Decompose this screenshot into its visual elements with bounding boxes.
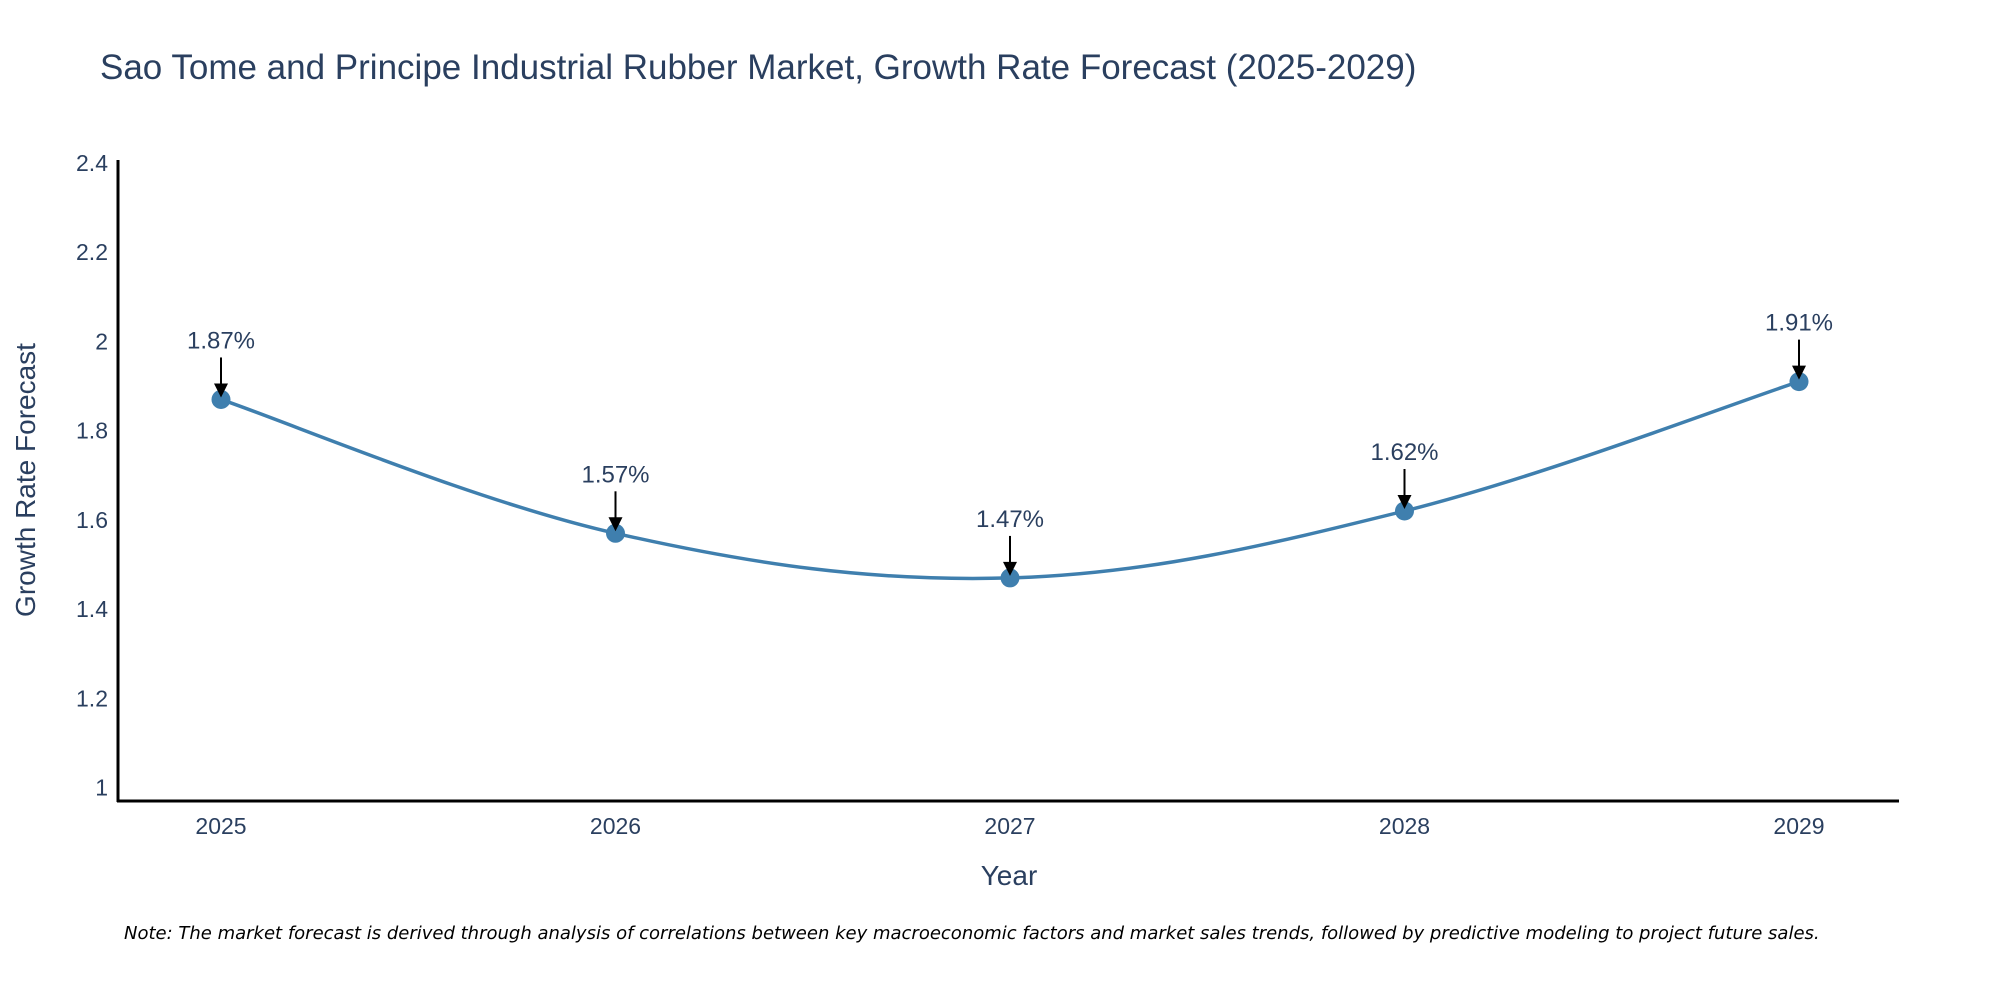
data-point [1000,568,1020,588]
data-label: 1.57% [581,461,649,488]
annotation-arrow-head [1397,495,1412,509]
annotation-arrow-head [608,517,623,532]
annotation-arrow-head [214,383,228,398]
x-axis-ticks: 2025 2026 2027 2028 2029 [195,813,1824,839]
y-tick-label: 2 [95,328,108,354]
data-annotations: 1.87% 1.57% 1.47% 1.62% 1.91% [187,310,1833,576]
x-axis-title: Year [981,860,1038,891]
data-label: 1.91% [1765,310,1833,337]
y-tick-label: 1 [95,775,108,801]
data-point [1395,501,1414,521]
x-tick-label: 2026 [590,813,641,839]
data-point [606,523,625,543]
y-tick-label: 2.4 [76,150,108,176]
annotation-arrow-head [1792,365,1806,380]
chart-title: Sao Tome and Principe Industrial Rubber … [100,48,1416,87]
data-point [1789,372,1809,392]
y-tick-label: 1.2 [76,685,108,711]
data-label: 1.47% [976,506,1044,533]
x-tick-label: 2028 [1379,813,1430,839]
data-point [211,389,231,409]
y-axis-title: Growth Rate Forecast [10,343,41,617]
y-axis-ticks: 1 1.2 1.4 1.6 1.8 2 2.2 2.4 [76,150,108,801]
annotation-arrow-head [1003,561,1017,576]
x-tick-label: 2029 [1773,813,1824,839]
data-markers [211,372,1809,588]
footnote: Note: The market forecast is derived thr… [124,923,1820,944]
x-tick-label: 2025 [195,813,246,839]
data-label: 1.87% [187,327,255,354]
y-tick-label: 1.8 [76,418,108,444]
y-tick-label: 2.2 [76,239,108,265]
y-tick-label: 1.6 [76,507,108,533]
y-tick-label: 1.4 [76,596,108,622]
x-tick-label: 2027 [984,813,1035,839]
data-label: 1.62% [1370,439,1438,466]
